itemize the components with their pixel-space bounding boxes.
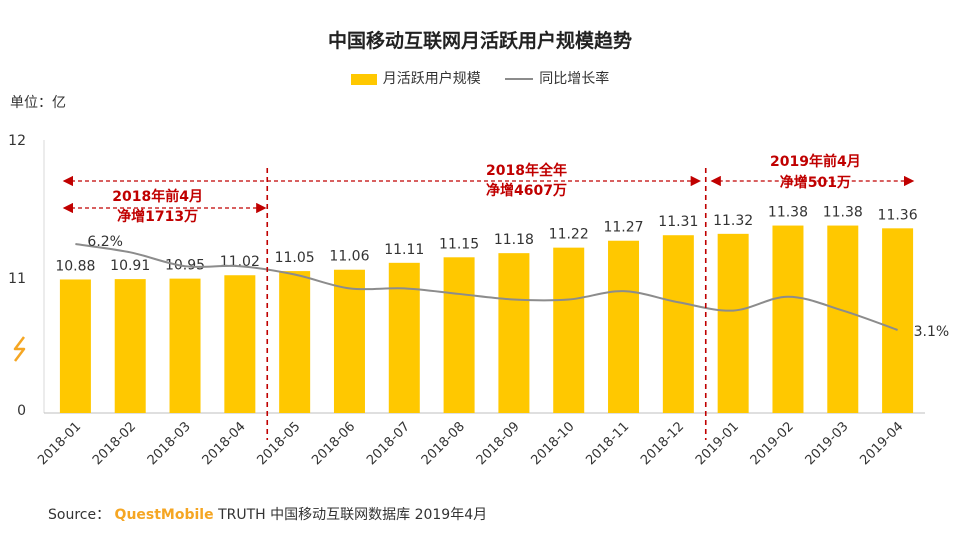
x-tick-label: 2018-10 <box>529 419 578 468</box>
source-rest: TRUTH 中国移动互联网数据库 2019年4月 <box>218 507 488 523</box>
x-tick-label: 2018-02 <box>90 419 139 468</box>
axis-break-icon <box>13 336 26 362</box>
legend: 月活跃用户规模 同比增长率 <box>0 68 960 88</box>
bar-value-label: 10.91 <box>110 258 150 274</box>
y-tick-label: 0 <box>17 403 26 419</box>
bar <box>224 275 256 413</box>
bar <box>114 279 146 413</box>
bar <box>662 235 694 413</box>
bar <box>279 271 311 413</box>
annotation-label: 2018年全年 <box>486 162 567 179</box>
bar-value-label: 11.38 <box>823 205 863 221</box>
legend-swatch-bar <box>350 73 377 85</box>
line-value-label: 6.2% <box>87 234 123 250</box>
x-tick-label: 2019-02 <box>748 419 797 468</box>
legend-label-bar: 月活跃用户规模 <box>382 71 481 87</box>
bar-value-label: 11.06 <box>329 249 369 265</box>
x-tick-label: 2019-01 <box>693 419 742 468</box>
x-tick-label: 2018-04 <box>200 419 249 468</box>
bar-value-label: 11.11 <box>384 242 424 258</box>
bar <box>553 247 585 413</box>
bar-value-label: 11.32 <box>713 213 753 229</box>
x-tick-label: 2018-11 <box>583 419 632 468</box>
x-tick-label: 2018-03 <box>145 419 194 468</box>
bar <box>59 279 91 413</box>
source-note: Source： QuestMobile TRUTH 中国移动互联网数据库 201… <box>48 504 487 524</box>
x-tick-label: 2019-04 <box>857 419 906 468</box>
x-tick-label: 2018-06 <box>309 419 358 468</box>
bar <box>388 262 420 413</box>
bar-value-label: 11.36 <box>878 207 918 223</box>
bar <box>882 228 914 413</box>
x-tick-label: 2018-05 <box>254 419 303 468</box>
annotation-label: 净增1713万 <box>117 208 198 225</box>
legend-label-line: 同比增长率 <box>539 71 610 87</box>
bar-value-label: 11.38 <box>768 205 808 221</box>
legend-item-bar: 月活跃用户规模 <box>350 68 481 88</box>
annotation-label: 2019年前4月 <box>770 153 861 170</box>
bar-value-label: 11.22 <box>549 227 589 243</box>
bar <box>608 240 640 413</box>
bar <box>333 269 365 413</box>
bar-value-label: 11.05 <box>275 250 315 266</box>
legend-swatch-line <box>505 78 534 80</box>
bar <box>498 253 530 413</box>
x-tick-label: 2018-09 <box>474 419 523 468</box>
annotation-label: 净增4607万 <box>486 182 567 199</box>
source-brand: QuestMobile <box>114 507 214 523</box>
bar-value-label: 10.88 <box>55 258 95 274</box>
source-prefix: Source： <box>48 507 111 523</box>
bar <box>827 225 859 413</box>
x-tick-label: 2018-12 <box>638 419 687 468</box>
bar-value-label: 11.18 <box>494 232 534 248</box>
x-tick-label: 2019-03 <box>803 419 852 468</box>
bar-value-label: 11.15 <box>439 236 479 252</box>
y-tick-label: 12 <box>8 133 26 149</box>
line-value-label: 3.1% <box>914 324 950 340</box>
x-tick-label: 2018-01 <box>35 419 84 468</box>
bar <box>772 225 804 413</box>
growth-rate-line <box>75 243 898 331</box>
bar <box>717 233 749 413</box>
bar <box>169 278 201 413</box>
bar-value-label: 11.27 <box>603 220 643 236</box>
bar-value-label: 11.31 <box>658 214 698 230</box>
bar <box>443 257 475 413</box>
chart-title: 中国移动互联网月活跃用户规模趋势 <box>327 30 632 52</box>
legend-item-line: 同比增长率 <box>505 68 609 88</box>
x-tick-label: 2018-08 <box>419 419 468 468</box>
x-tick-label: 2018-07 <box>364 419 413 468</box>
annotation-label: 净增501万 <box>780 174 851 191</box>
unit-label: 单位：亿 <box>10 95 66 111</box>
y-tick-label: 11 <box>8 271 26 287</box>
annotation-label: 2018年前4月 <box>112 188 203 205</box>
